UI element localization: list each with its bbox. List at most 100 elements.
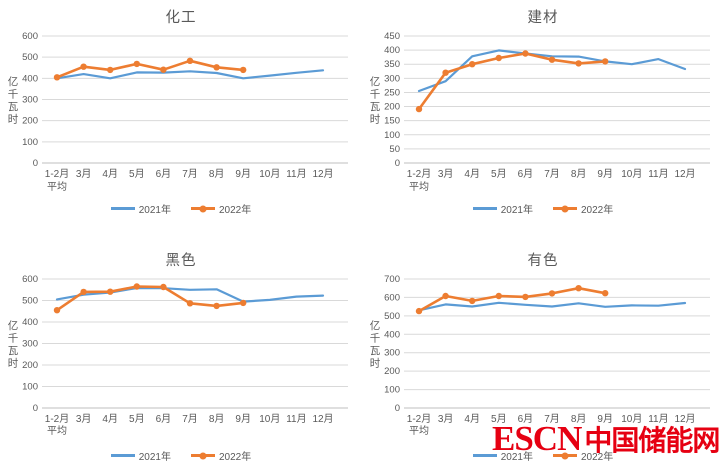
data-point-marker bbox=[442, 69, 449, 76]
y-tick-label: 0 bbox=[33, 403, 38, 414]
series-line-2022 bbox=[417, 52, 607, 111]
series-line-2022 bbox=[417, 286, 607, 313]
data-point-marker bbox=[133, 283, 140, 290]
series-markers-2022 bbox=[53, 283, 247, 314]
x-tick-label: 4月 bbox=[102, 413, 118, 425]
data-point-marker bbox=[186, 300, 194, 307]
y-axis-title: 亿千瓦时 bbox=[8, 319, 19, 370]
y-tick-label: 0 bbox=[395, 158, 400, 169]
series-line-2021 bbox=[55, 69, 325, 80]
chart-building-materials: 建材 0 50 100 150 200 250 300 350 400 450 亿千瓦时 1-2月 平均 3… bbox=[362, 0, 724, 233]
data-point-marker bbox=[469, 297, 476, 305]
data-point-marker bbox=[415, 105, 423, 113]
escn-logo: ESCN 中国储能网 bbox=[492, 421, 720, 456]
chart-legend: 2021年 2022年 bbox=[0, 448, 362, 463]
data-point-marker bbox=[575, 285, 582, 292]
y-tick-label: 600 bbox=[22, 31, 38, 42]
legend-swatch-2021 bbox=[110, 454, 135, 457]
legend-item-2022: 2022年 bbox=[191, 448, 251, 463]
y-tick-label: 250 bbox=[384, 87, 400, 98]
data-point-marker bbox=[213, 302, 220, 310]
x-tick-label: 6月 bbox=[518, 168, 534, 180]
chart-ferrous: 黑色 0 100 200 300 400 500 600 亿千瓦时 1-2月 平均 3月 4月 5月 6月 7… bbox=[0, 233, 362, 466]
data-point-marker bbox=[80, 63, 87, 70]
y-tick-label: 100 bbox=[22, 382, 38, 393]
x-tick-label: 7月 bbox=[544, 413, 560, 425]
x-tick-label: 5月 bbox=[491, 168, 507, 180]
y-tick-label: 600 bbox=[22, 274, 38, 285]
y-tick-label: 400 bbox=[384, 45, 400, 56]
x-tick-label: 1-2月 bbox=[45, 413, 69, 425]
x-tick-label: 3月 bbox=[76, 168, 92, 180]
y-tick-label: 150 bbox=[384, 116, 400, 127]
x-tick-label-line2: 平均 bbox=[47, 181, 67, 193]
data-point-marker bbox=[133, 60, 140, 68]
x-tick-label: 9月 bbox=[597, 168, 613, 180]
chart-title: 有色 bbox=[527, 253, 559, 269]
y-axis-title: 亿千瓦时 bbox=[370, 75, 381, 126]
x-tick-label-line2: 平均 bbox=[409, 181, 429, 193]
x-tick-label: 4月 bbox=[102, 168, 118, 180]
y-axis-title: 亿千瓦时 bbox=[8, 75, 19, 126]
data-point-marker bbox=[53, 307, 61, 314]
chart-nonferrous: 有色 0 100 200 300 400 500 600 700 亿千瓦时 1-2月 平均 3月 4月 5月… bbox=[362, 233, 724, 466]
chart-legend: 2021年 2022年 bbox=[0, 201, 362, 216]
legend-marker-dot bbox=[199, 205, 207, 212]
chart-title: 黑色 bbox=[165, 253, 197, 269]
y-tick-label: 400 bbox=[384, 329, 400, 340]
x-tick-label: 8月 bbox=[209, 168, 225, 180]
data-point-marker bbox=[548, 290, 556, 297]
x-tick-label: 4月 bbox=[464, 168, 480, 180]
data-point-marker bbox=[240, 66, 247, 74]
data-point-marker bbox=[522, 50, 529, 57]
x-tick-label: 9月 bbox=[235, 413, 251, 425]
y-tick-label: 100 bbox=[22, 137, 38, 148]
x-tick-label: 12月 bbox=[312, 168, 333, 180]
y-tick-label: 100 bbox=[384, 130, 400, 141]
x-tick-label: 7月 bbox=[544, 168, 560, 180]
x-tick-label: 8月 bbox=[209, 413, 225, 425]
legend-label: 2021年 bbox=[500, 205, 533, 216]
data-point-marker bbox=[107, 66, 114, 74]
series-markers-2022 bbox=[415, 50, 609, 113]
series-markers-2022 bbox=[415, 285, 609, 315]
data-point-marker bbox=[213, 64, 220, 71]
legend-label: 2021年 bbox=[500, 452, 533, 463]
data-point-marker bbox=[548, 56, 556, 63]
y-tick-label: 350 bbox=[384, 59, 400, 70]
legend-label: 2022年 bbox=[581, 205, 614, 216]
chart-title: 化工 bbox=[165, 10, 197, 26]
x-tick-label: 7月 bbox=[182, 413, 198, 425]
data-point-marker bbox=[186, 57, 194, 64]
series-line-2022 bbox=[55, 59, 245, 79]
x-tick-label-line2: 平均 bbox=[409, 425, 429, 437]
x-tick-label: 10月 bbox=[621, 168, 642, 180]
legend-marker-dot bbox=[561, 452, 569, 459]
legend-item-2022: 2022年 bbox=[553, 448, 613, 463]
x-tick-label-line2: 平均 bbox=[47, 425, 67, 437]
series-line-2021 bbox=[417, 49, 687, 93]
x-tick-label: 10月 bbox=[259, 413, 280, 425]
x-tick-label: 10月 bbox=[621, 413, 642, 425]
x-tick-label: 12月 bbox=[674, 413, 695, 425]
x-tick-label: 11月 bbox=[648, 413, 668, 425]
chart-legend: 2021年 2022年 bbox=[362, 201, 724, 216]
y-tick-label: 400 bbox=[22, 73, 38, 84]
data-point-marker bbox=[602, 58, 609, 65]
data-point-marker bbox=[240, 299, 247, 307]
data-point-marker bbox=[495, 292, 502, 300]
x-tick-label: 6月 bbox=[156, 413, 172, 425]
y-tick-label: 500 bbox=[384, 311, 400, 322]
legend-swatch-2022 bbox=[191, 452, 215, 459]
legend-swatch-2021 bbox=[472, 454, 497, 457]
legend-swatch-2021 bbox=[110, 207, 135, 210]
data-point-marker bbox=[469, 60, 476, 68]
escn-logo-text-zh: 中国储能网 bbox=[584, 425, 720, 456]
series-line-2021 bbox=[55, 286, 325, 303]
x-tick-label: 12月 bbox=[312, 413, 333, 425]
legend-label: 2021年 bbox=[138, 452, 171, 463]
legend-item-2021: 2021年 bbox=[472, 201, 533, 216]
legend-label: 2022年 bbox=[219, 205, 252, 216]
